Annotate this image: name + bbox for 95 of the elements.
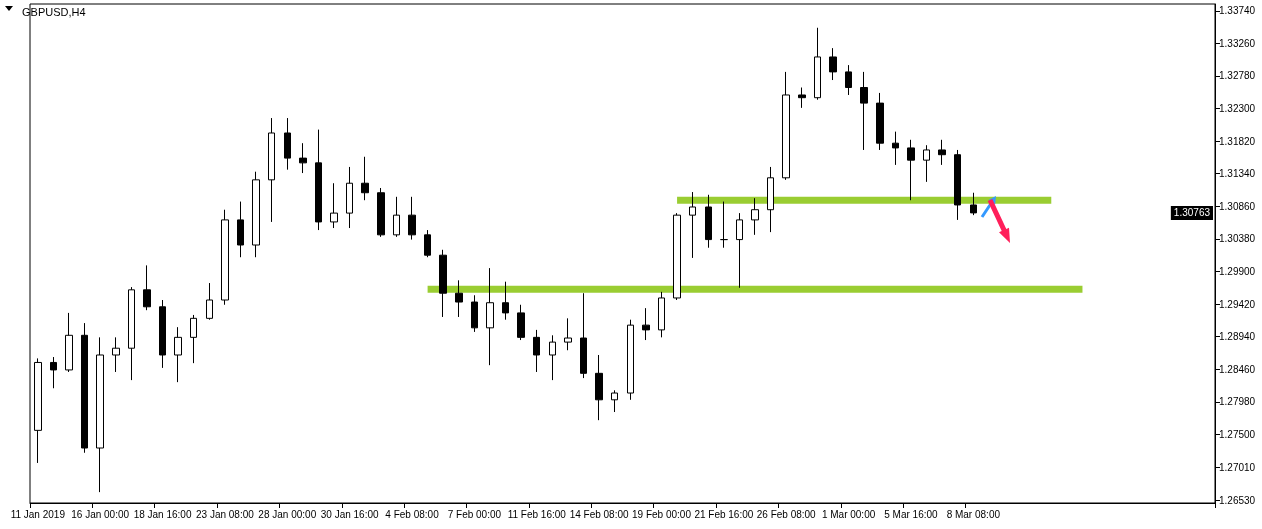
- y-tick-label: 1.28460: [1219, 363, 1256, 375]
- candlestick: [284, 117, 291, 171]
- candlestick: [938, 139, 946, 166]
- candlestick: [346, 166, 353, 229]
- x-tick-label: 26 Feb 08:00: [756, 508, 817, 520]
- x-tick-label: 7 Feb 00:00: [447, 508, 502, 520]
- candlestick: [315, 129, 322, 231]
- y-tick-label: 1.33260: [1219, 37, 1256, 49]
- candlestick: [782, 71, 790, 181]
- candlestick: [268, 117, 275, 223]
- candlestick: [923, 144, 930, 183]
- candlestick: [736, 212, 743, 289]
- candlestick: [658, 291, 665, 338]
- candlestick: [689, 191, 696, 259]
- y-tick-label: 1.27980: [1219, 396, 1256, 408]
- y-tick-label: 1.30380: [1219, 233, 1256, 245]
- x-tick-label: 11 Jan 2019: [10, 508, 66, 520]
- candlestick: [439, 249, 447, 318]
- y-tick-label: 1.33740: [1219, 5, 1256, 17]
- candlestick: [361, 156, 369, 201]
- candlestick: [673, 212, 681, 301]
- candlestick: [798, 87, 806, 109]
- candlestick: [174, 326, 182, 383]
- candlestick: [299, 142, 307, 174]
- candlestick: [829, 47, 837, 81]
- candlestick: [814, 27, 821, 101]
- x-tick-label: 16 Jan 00:00: [71, 508, 130, 520]
- x-tick-label: 5 Mar 16:00: [884, 508, 939, 520]
- candlestick: [159, 299, 166, 369]
- candlestick: [486, 267, 494, 366]
- y-tick-label: 1.31340: [1219, 168, 1256, 180]
- y-tick-label: 1.32780: [1219, 70, 1256, 82]
- x-tick-label: 18 Jan 16:00: [133, 508, 192, 520]
- candlestick: [767, 166, 774, 233]
- candlestick: [595, 354, 603, 421]
- candlestick: [128, 286, 135, 381]
- x-tick-label: 11 Feb 16:00: [507, 508, 567, 520]
- candlestick: [206, 282, 213, 321]
- candlestick: [564, 317, 572, 351]
- x-tick-label: 1 Mar 00:00: [821, 508, 876, 520]
- x-tick-label: 30 Jan 16:00: [320, 508, 379, 520]
- candlestick: [471, 294, 478, 333]
- y-tick-label: 1.32300: [1219, 103, 1256, 115]
- candlestick: [720, 201, 728, 249]
- candlestick: [627, 319, 634, 401]
- y-tick-label: 1.27010: [1219, 462, 1256, 474]
- candlestick: [424, 229, 431, 258]
- candlestick: [549, 334, 556, 381]
- candlestick: [517, 304, 525, 341]
- x-tick-label: 21 Feb 16:00: [694, 508, 754, 520]
- y-tick-label: 1.31820: [1219, 135, 1256, 147]
- candlestick: [408, 196, 416, 241]
- candlestick: [221, 209, 229, 306]
- y-tick-label: 1.29900: [1219, 265, 1256, 277]
- x-tick-label: 19 Feb 00:00: [632, 508, 692, 520]
- candlestick: [642, 307, 650, 341]
- candlestick: [143, 264, 151, 311]
- candlestick: [533, 329, 540, 373]
- candlestick: [705, 194, 712, 249]
- candlestick: [50, 356, 57, 389]
- y-tick-label: 1.28940: [1219, 331, 1256, 343]
- candlestick: [112, 336, 120, 373]
- x-tick-label: 8 Mar 08:00: [946, 508, 1001, 520]
- candlestick: [502, 281, 509, 321]
- y-tick-label: 1.26530: [1219, 494, 1256, 506]
- candlestick: [190, 314, 197, 364]
- candlestick: [970, 192, 977, 216]
- x-tick-label: 23 Jan 08:00: [195, 508, 255, 520]
- candlestick: [81, 322, 88, 454]
- y-tick-label: 1.30860: [1219, 200, 1256, 212]
- x-tick-label: 4 Feb 08:00: [385, 508, 440, 520]
- candlestick: [237, 201, 244, 258]
- candlestick: [954, 149, 961, 221]
- candlestick: [860, 71, 868, 151]
- y-tick-label: 1.27500: [1219, 428, 1256, 440]
- candlestick: [751, 197, 759, 236]
- candlestick: [611, 389, 618, 413]
- candlestick: [876, 92, 884, 151]
- candlestick: [455, 279, 463, 318]
- candlestick: [580, 292, 587, 379]
- x-tick-label: 28 Jan 00:00: [258, 508, 317, 520]
- candlestick: [377, 187, 385, 238]
- x-tick-label: 14 Feb 08:00: [569, 508, 630, 520]
- annotation: 1.30763: [1173, 207, 1211, 219]
- candlestick: [65, 312, 73, 373]
- candlestick: [330, 182, 338, 229]
- candlestick: [393, 196, 400, 238]
- candlestick: [845, 64, 852, 96]
- candlestick: [96, 336, 104, 493]
- candlestick: [252, 171, 260, 258]
- candlestick: [34, 357, 42, 464]
- candlestick: [907, 139, 915, 201]
- y-tick-label: 1.29420: [1219, 298, 1256, 310]
- candlestick: [892, 131, 899, 166]
- chart-title: GBPUSD,H4: [22, 5, 86, 18]
